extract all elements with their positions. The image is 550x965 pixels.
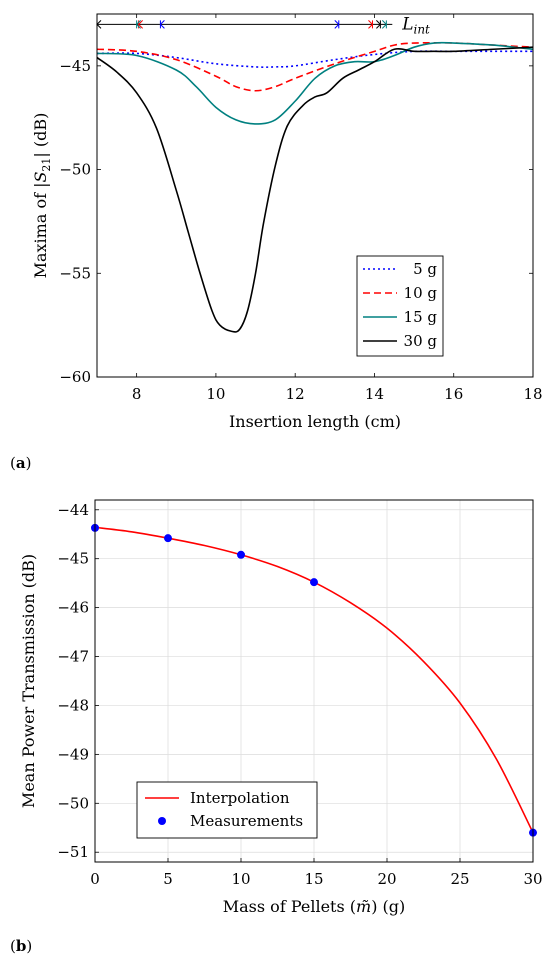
x-tick-label: 8 [132,385,142,403]
x-tick-label: 20 [377,870,396,888]
lint-annotation: Lint [401,14,430,36]
series-line-10g [96,41,534,92]
x-tick-label: 15 [304,870,323,888]
lint-marker-end [381,20,388,29]
legend-label: 5 g [413,260,437,278]
chart-a: 8 10 12 14 16 18 −60 −55 −50 −45 Lint Insertion len… [31,13,543,431]
y-tick-label: −45 [59,57,91,75]
x-tick-label: 25 [450,870,469,888]
x-tick-label: 30 [523,870,542,888]
y-tick-label: −60 [59,368,91,386]
legend: 5 g 10 g 15 g 30 g [356,255,444,357]
x-tick-label: 10 [231,870,250,888]
legend-label: Interpolation [190,789,290,807]
plot-frame [96,13,534,378]
y-tick-label: −46 [57,599,89,617]
y-tick-label: −55 [59,264,91,282]
legend-swatch [158,817,166,825]
y-tick-label: −50 [57,794,89,812]
y-axis-label: Maxima of |S21| (dB) [31,113,53,279]
legend-label: Measurements [190,812,303,830]
x-axis-label: Mass of Pellets (m̃) (g) [223,897,406,916]
legend-box [356,255,444,357]
series-line-15g [96,41,534,125]
lint-marker-start [159,20,165,29]
y-tick-label: −47 [57,648,89,666]
lint-marker-end [334,20,340,29]
x-tick-label: 14 [365,385,384,403]
legend: Interpolation Measurements [136,781,318,839]
y-tick-label: −44 [57,501,89,519]
panel-label-b: (b) [10,937,33,955]
panel-label-a: (a) [10,454,32,472]
lint-marker-end [368,20,374,29]
legend-box [136,781,318,839]
x-tick-label: 10 [206,385,225,403]
x-tick-label: 0 [90,870,100,888]
measurement-point [237,550,245,559]
x-tick-label: 5 [163,870,173,888]
legend-label: 30 g [404,332,438,350]
lint-marker-start [135,20,141,29]
y-tick-label: −45 [57,550,89,568]
x-tick-label: 16 [444,385,463,403]
y-tick-label: −51 [57,843,89,861]
series-line-30g [96,46,534,333]
x-tick-label: 18 [523,385,542,403]
measurement-point [164,534,172,543]
measurement-point [310,578,318,587]
lint-marker-end [376,20,382,29]
x-tick-label: 12 [286,385,305,403]
legend-label: 15 g [404,308,438,326]
legend-label: 10 g [404,284,438,302]
chart-b: 0 5 10 15 20 25 30 −51 −50 −49 −48 −47 −46 −45 −44 Mass… [19,499,543,916]
y-tick-label: −50 [59,161,91,179]
plot-frame [94,499,534,863]
y-axis-label: Mean Power Transmission (dB) [19,554,38,808]
series-line-5g [96,50,533,68]
y-tick-label: −49 [57,745,89,763]
y-tick-label: −48 [57,696,89,714]
x-axis-label: Insertion length (cm) [229,412,401,431]
